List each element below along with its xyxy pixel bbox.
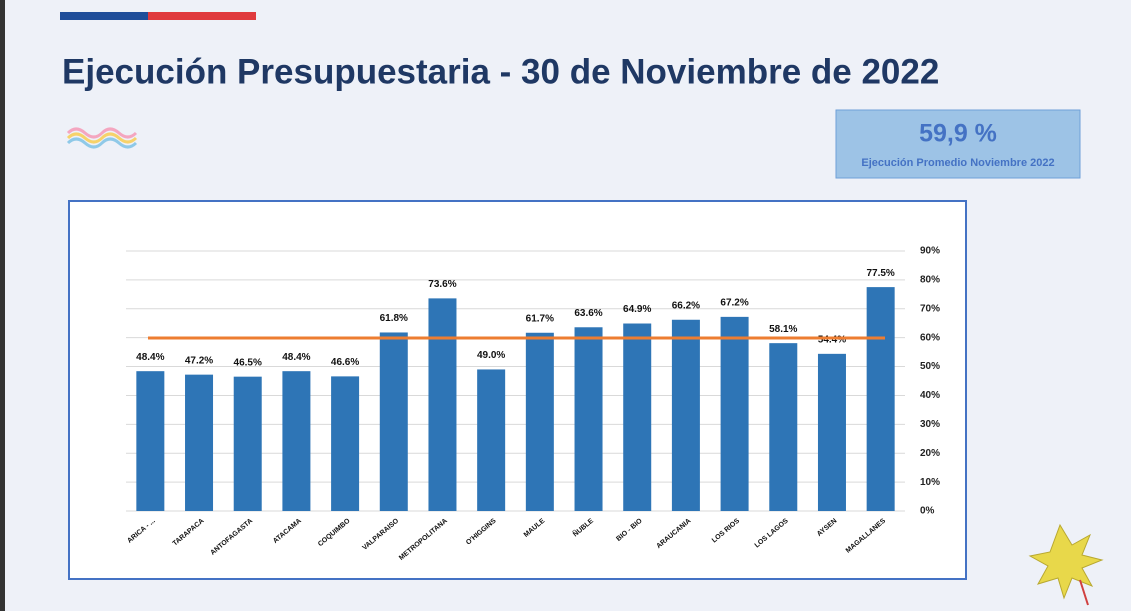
y-tick-label: 0%	[920, 506, 935, 517]
data-label: 46.6%	[331, 357, 359, 368]
bar	[282, 371, 310, 511]
data-label: 67.2%	[720, 298, 748, 309]
data-label: 64.9%	[623, 304, 651, 315]
bar	[623, 324, 651, 511]
bar	[185, 375, 213, 511]
bar	[769, 343, 797, 511]
y-tick-label: 50%	[920, 361, 940, 372]
bar	[428, 298, 456, 511]
data-label: 48.4%	[136, 352, 164, 363]
y-tick-label: 90%	[920, 246, 940, 257]
stripe-red	[148, 12, 256, 20]
kpi-caption: Ejecución Promedio Noviembre 2022	[861, 157, 1054, 169]
bar	[234, 377, 262, 511]
bar	[818, 354, 846, 511]
data-label: 66.2%	[672, 300, 700, 311]
data-label: 58.1%	[769, 324, 797, 335]
y-tick-label: 70%	[920, 303, 940, 314]
bar	[331, 376, 359, 511]
data-label: 47.2%	[185, 355, 213, 366]
bar	[380, 332, 408, 511]
data-label: 46.5%	[234, 357, 262, 368]
y-tick-label: 20%	[920, 448, 940, 459]
data-label: 63.6%	[574, 308, 602, 319]
kpi-value: 59,9 %	[919, 120, 997, 148]
y-tick-label: 80%	[920, 275, 940, 286]
data-label: 54.4%	[818, 334, 846, 345]
page: Ejecución Presupuestaria - 30 de Noviemb…	[0, 0, 1131, 611]
data-label: 73.6%	[428, 279, 456, 290]
y-tick-label: 10%	[920, 477, 940, 488]
slide: Ejecución Presupuestaria - 30 de Noviemb…	[0, 0, 1131, 611]
bar	[672, 320, 700, 511]
bar	[477, 369, 505, 511]
y-tick-label: 60%	[920, 332, 940, 343]
bar	[575, 327, 603, 511]
left-border	[0, 0, 5, 611]
data-label: 77.5%	[866, 268, 894, 279]
y-tick-label: 30%	[920, 419, 940, 430]
data-label: 61.8%	[380, 313, 408, 324]
data-label: 49.0%	[477, 350, 505, 361]
data-label: 48.4%	[282, 352, 310, 363]
data-label: 61.7%	[526, 313, 554, 324]
bar	[136, 371, 164, 511]
y-tick-label: 40%	[920, 390, 940, 401]
bar	[867, 287, 895, 511]
slide-title: Ejecución Presupuestaria - 30 de Noviemb…	[62, 52, 939, 91]
stripe-blue	[60, 12, 148, 20]
bar	[721, 317, 749, 511]
bar	[526, 333, 554, 511]
